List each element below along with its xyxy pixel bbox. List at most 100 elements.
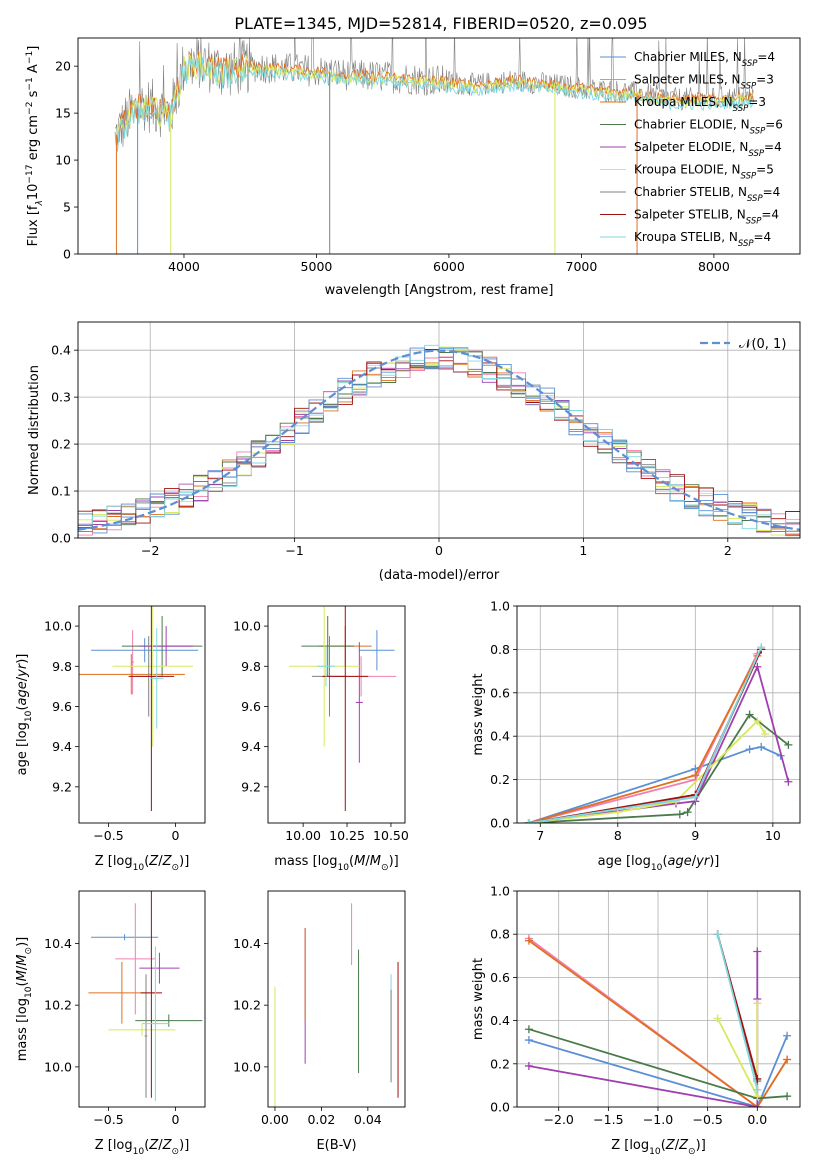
- errorbar-chabrier-elodie: [301, 616, 355, 677]
- errorbar-salpeter-stelib: [322, 606, 369, 811]
- label-part: 10: [26, 184, 41, 201]
- series-marker: [524, 1025, 533, 1034]
- axes-frame: [516, 890, 801, 1108]
- legend-tail: =4: [764, 140, 782, 154]
- y-tick-label: 5: [63, 200, 71, 215]
- spectrum-series-chabrier-stelib: [115, 38, 754, 152]
- label-part: ⊙: [24, 947, 34, 955]
- legend-text: Salpeter STELIB, N: [634, 208, 746, 222]
- y-tick-label: 9.2: [241, 779, 261, 794]
- legend-tail: =6: [765, 118, 783, 132]
- label-part: M: [370, 854, 381, 869]
- label-part: s: [26, 90, 41, 101]
- series-marker: [524, 1061, 533, 1070]
- label-part: /: [15, 965, 30, 970]
- x-tick-label: 0: [172, 828, 180, 843]
- errorbar-kroupa-stelib: [317, 646, 335, 687]
- y-tick-label: 9.8: [52, 659, 72, 674]
- series-marker: [753, 717, 762, 726]
- label-part: )]: [15, 654, 30, 664]
- errorbar-kroupa-stelib: [150, 628, 164, 729]
- x-tick-label: −1: [285, 543, 303, 558]
- legend-text: Kroupa ELODIE, N: [634, 163, 741, 177]
- y-tick-label: 9.2: [52, 779, 72, 794]
- label-part: /: [158, 854, 163, 869]
- legend-label: Salpeter ELODIE, NSSP=4: [634, 140, 782, 159]
- y-tick-label: 0.8: [490, 642, 510, 657]
- legend-text: Kroupa STELIB, N: [634, 230, 738, 244]
- label-part: /: [365, 854, 370, 869]
- label-part: (: [662, 854, 667, 869]
- label-part: yr: [695, 854, 711, 869]
- legend-sub: SSP: [741, 82, 757, 92]
- label-part: Z: [678, 1138, 689, 1153]
- series-marker: [683, 808, 692, 817]
- legend-entry: Salpeter MILES, NSSP=3: [600, 73, 774, 92]
- y-tick-label: 9.4: [52, 739, 72, 754]
- x-tick-label: 8: [614, 828, 622, 843]
- legend-label: Salpeter STELIB, NSSP=4: [634, 208, 779, 227]
- y-tick-label: 10.2: [233, 998, 261, 1013]
- figure-title: PLATE=1345, MJD=52814, FIBERID=0520, z=0…: [234, 14, 647, 33]
- y-axis-label: mass weight: [471, 958, 486, 1040]
- label-part: −1: [25, 51, 35, 64]
- spectrum-panel: 4000 5000 6000 7000 8000 0 5 10 15 20 wavelength […: [25, 37, 801, 298]
- x-tick-label: 1: [579, 543, 587, 558]
- errorbars: [79, 606, 203, 811]
- y-tick-label: 0.0: [490, 1100, 510, 1115]
- label-part: −17: [25, 164, 35, 183]
- errorbar-chabrier-elodie: [135, 1014, 203, 1027]
- series-kroupa-elodie: [524, 717, 770, 823]
- axes-frame: [267, 605, 406, 824]
- series-salpeter-stelib: [713, 930, 762, 1083]
- y-tick-label: 1.0: [490, 884, 510, 899]
- label-part: 10: [649, 1147, 661, 1157]
- errorbar-kroupa-elodie: [112, 606, 193, 747]
- x-tick-label: −1.5: [593, 1112, 623, 1127]
- y-tick-label: 0.4: [490, 1013, 510, 1028]
- y-tick-label: 9.4: [241, 739, 261, 754]
- label-part: λ: [35, 200, 45, 206]
- errorbar-chabrier-miles: [359, 630, 395, 671]
- label-part: mass [log: [15, 998, 30, 1061]
- x-tick-label: −1.0: [643, 1112, 673, 1127]
- y-tick-label: 10: [55, 153, 71, 168]
- label-part: mass [log: [274, 854, 337, 869]
- y-tick-label: 0.2: [51, 437, 71, 452]
- series-marker: [524, 936, 533, 945]
- label-part: /: [692, 854, 697, 869]
- label-part: )]: [389, 854, 399, 869]
- y-tick-label: 0.4: [490, 729, 510, 744]
- y-tick-label: 0.2: [490, 772, 510, 787]
- label-part: ⊙: [172, 863, 180, 873]
- label-part: Z [log: [611, 1138, 649, 1153]
- label-part: 10: [133, 1147, 145, 1157]
- legend-entry: Kroupa MILES, NSSP=3: [600, 95, 766, 114]
- series-marker: [784, 740, 793, 749]
- errorbar-salpeter-miles: [115, 903, 156, 1015]
- x-axis-label: Z [log10(Z/Z⊙)]: [95, 1138, 190, 1157]
- label-part: yr: [15, 662, 30, 678]
- legend-sub: SSP: [748, 149, 764, 159]
- series-marker: [753, 1085, 762, 1094]
- spectrum-lines: [114, 38, 755, 254]
- residuals-panel: −2 −1 0 1 2 0.0 0.1 0.2 0.3 0.4 (data-model)/error…: [27, 321, 801, 583]
- series-marker: [753, 999, 762, 1008]
- series-kroupa-stelib: [713, 930, 762, 1094]
- series-marker: [713, 930, 722, 939]
- label-part: Z: [162, 854, 173, 869]
- legend-entry: Salpeter STELIB, NSSP=4: [600, 208, 779, 227]
- series-marker: [783, 1055, 792, 1064]
- label-part: Z: [148, 854, 159, 869]
- x-tick-label: 10: [765, 828, 781, 843]
- y-tick-label: 0.8: [490, 927, 510, 942]
- errorbar-chabrier-miles: [91, 638, 199, 663]
- label-part: 10: [651, 863, 663, 873]
- series-marker: [753, 947, 762, 956]
- x-tick-label: 0: [172, 1112, 180, 1127]
- series-marker: [753, 1103, 762, 1107]
- label-part: M: [354, 854, 365, 869]
- y-tick-label: 0.0: [490, 816, 510, 831]
- legend-entry: Chabrier ELODIE, NSSP=6: [600, 118, 783, 137]
- legend-text: Salpeter MILES, N: [634, 73, 741, 87]
